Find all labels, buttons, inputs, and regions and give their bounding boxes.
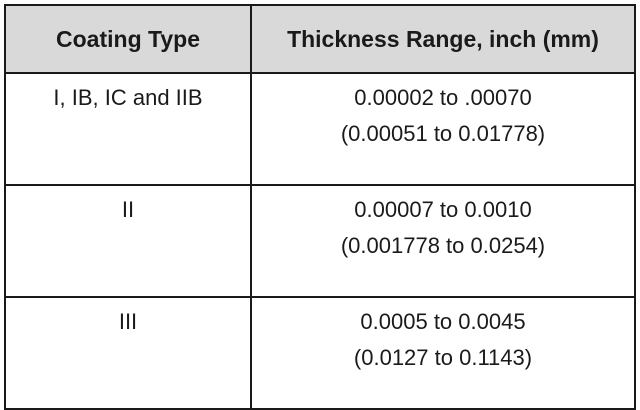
thickness-inch: 0.00007 to 0.0010	[354, 197, 532, 222]
table-row: II 0.00007 to 0.0010 (0.001778 to 0.0254…	[4, 184, 636, 298]
table-row: I, IB, IC and IIB 0.00002 to .00070 (0.0…	[4, 72, 636, 186]
thickness-inch: 0.0005 to 0.0045	[360, 309, 526, 334]
thickness-range-cell: 0.0005 to 0.0045 (0.0127 to 0.1143)	[250, 296, 636, 410]
table-container: Coating Type Thickness Range, inch (mm) …	[4, 4, 636, 410]
thickness-range-cell: 0.00007 to 0.0010 (0.001778 to 0.0254)	[250, 184, 636, 298]
header-thickness-range: Thickness Range, inch (mm)	[250, 4, 636, 74]
header-row: Coating Type Thickness Range, inch (mm)	[4, 4, 636, 74]
header-coating-type: Coating Type	[4, 4, 252, 74]
thickness-mm: (0.001778 to 0.0254)	[340, 233, 546, 258]
coating-type-cell: II	[4, 184, 252, 298]
coating-type-cell: III	[4, 296, 252, 410]
table-row: III 0.0005 to 0.0045 (0.0127 to 0.1143)	[4, 296, 636, 410]
thickness-range-cell: 0.00002 to .00070 (0.00051 to 0.01778)	[250, 72, 636, 186]
coating-thickness-table: Coating Type Thickness Range, inch (mm) …	[4, 4, 636, 410]
thickness-inch: 0.00002 to .00070	[354, 85, 532, 110]
thickness-mm: (0.0127 to 0.1143)	[353, 345, 533, 370]
thickness-mm: (0.00051 to 0.01778)	[340, 121, 546, 146]
coating-type-cell: I, IB, IC and IIB	[4, 72, 252, 186]
